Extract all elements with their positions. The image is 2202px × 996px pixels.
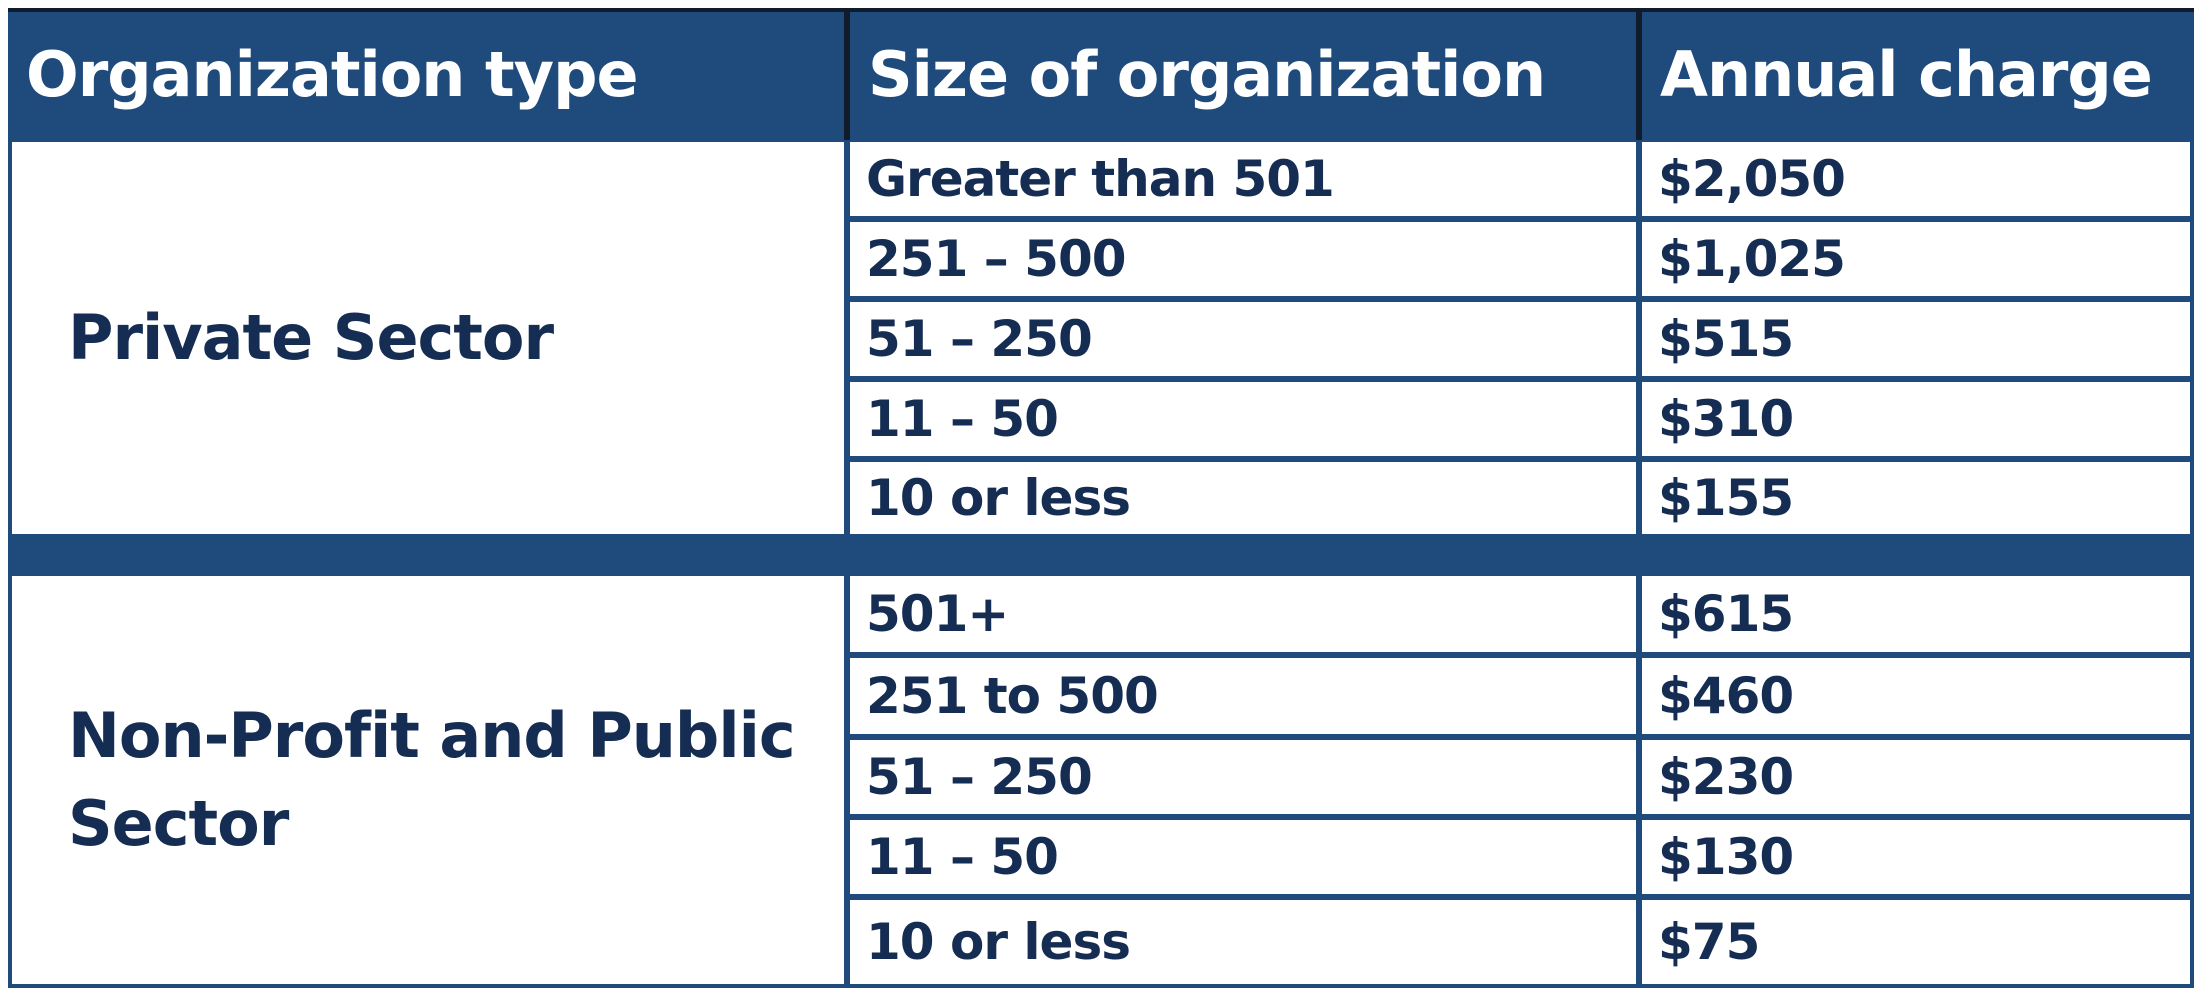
charge-cell: $155 xyxy=(1642,462,2190,534)
size-cell: Greater than 501 xyxy=(850,142,1636,216)
header-divider xyxy=(844,8,850,140)
charge-cell: $460 xyxy=(1642,658,2190,734)
size-cell: 251 – 500 xyxy=(850,222,1636,296)
charge-cell: $515 xyxy=(1642,302,2190,376)
charge-cell: $2,050 xyxy=(1642,142,2190,216)
size-cell: 51 – 250 xyxy=(850,302,1636,376)
size-cell: 11 – 50 xyxy=(850,382,1636,456)
size-cell: 10 or less xyxy=(850,900,1636,984)
size-cell: 501+ xyxy=(850,576,1636,652)
charge-cell: $230 xyxy=(1642,740,2190,814)
header-divider xyxy=(1636,8,1642,140)
charge-cell: $1,025 xyxy=(1642,222,2190,296)
table-top-border xyxy=(8,8,2194,12)
size-cell: 11 – 50 xyxy=(850,820,1636,894)
org-type-non-profit-public-sector: Non-Profit and Public Sector xyxy=(12,576,844,984)
header-annual-charge: Annual charge xyxy=(1660,37,2153,111)
size-cell: 51 – 250 xyxy=(850,740,1636,814)
charge-cell: $130 xyxy=(1642,820,2190,894)
size-cell: 251 to 500 xyxy=(850,658,1636,734)
pricing-table: Organization type Size of organization A… xyxy=(8,8,2194,988)
size-cell: 10 or less xyxy=(850,462,1636,534)
charge-cell: $75 xyxy=(1642,900,2190,984)
charge-cell: $615 xyxy=(1642,576,2190,652)
header-organization-type: Organization type xyxy=(26,37,639,111)
charge-cell: $310 xyxy=(1642,382,2190,456)
header-size-of-organization: Size of organization xyxy=(868,37,1546,111)
org-type-private-sector: Private Sector xyxy=(12,142,844,534)
